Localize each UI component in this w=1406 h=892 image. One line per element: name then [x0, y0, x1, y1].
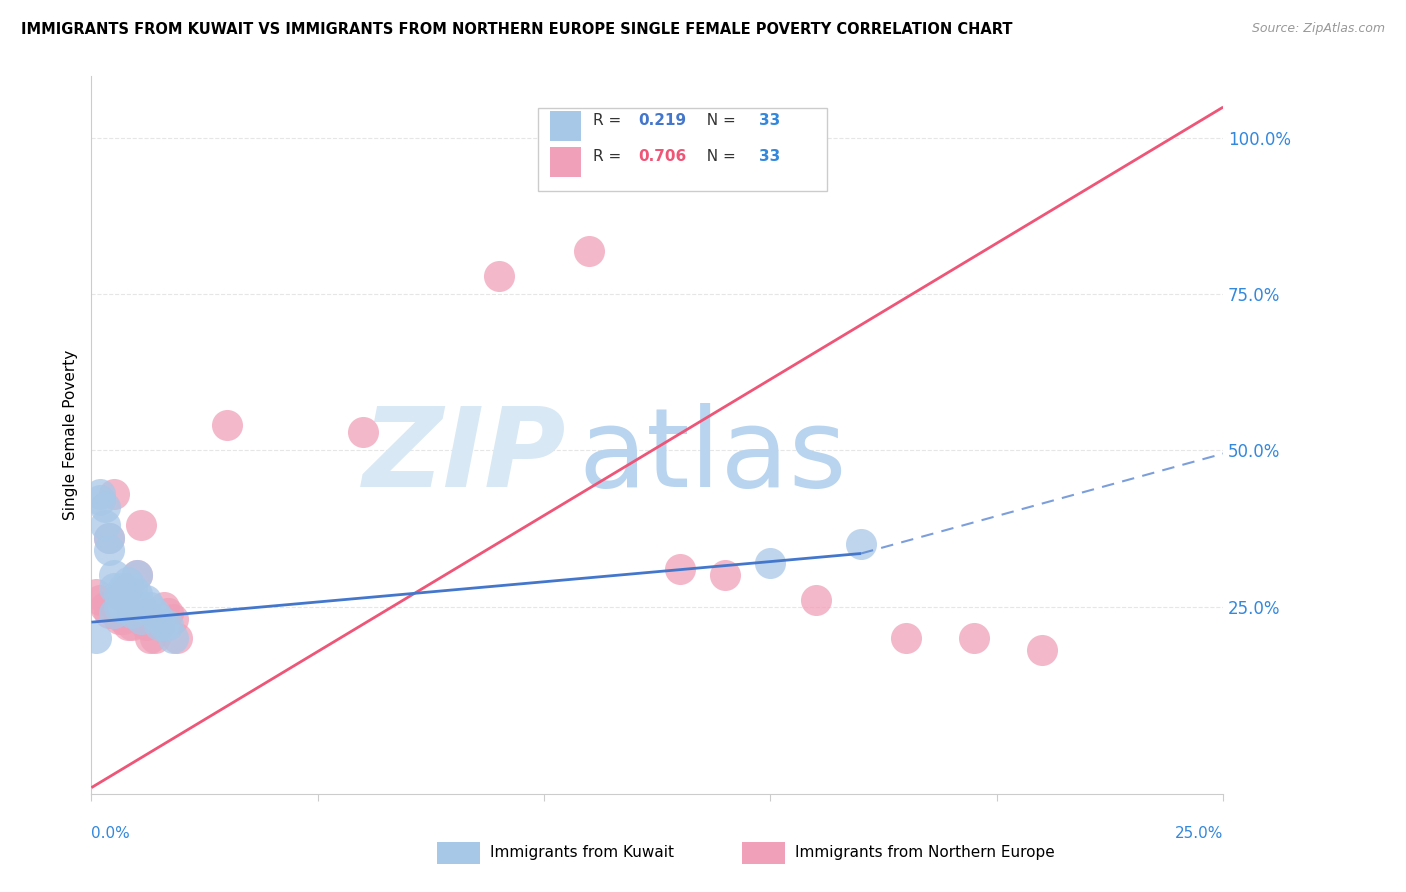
Point [849, 537, 872, 551]
Point [139, 631, 162, 645]
Point [148, 618, 170, 632]
Point [117, 618, 139, 632]
Point [103, 581, 125, 595]
Point [112, 599, 135, 614]
Point [129, 599, 152, 614]
Point [963, 631, 986, 645]
FancyBboxPatch shape [437, 842, 479, 863]
Point [98, 531, 121, 545]
Point [135, 618, 157, 632]
Text: N =: N = [697, 113, 741, 128]
Point [117, 593, 139, 607]
Point [148, 612, 170, 626]
Point [162, 631, 184, 645]
Point [153, 618, 176, 632]
Point [153, 599, 176, 614]
Point [135, 606, 157, 620]
Point [804, 593, 827, 607]
Point [89, 487, 111, 501]
Point [1031, 643, 1053, 657]
Point [112, 581, 135, 595]
Text: 33: 33 [759, 113, 780, 128]
Point [94, 599, 117, 614]
Text: Immigrants from Northern Europe: Immigrants from Northern Europe [796, 846, 1054, 860]
Point [94, 500, 117, 514]
Point [125, 587, 148, 601]
Point [143, 606, 166, 620]
Text: 0.219: 0.219 [638, 113, 686, 128]
Point [107, 599, 129, 614]
Text: 25.0%: 25.0% [1175, 826, 1223, 841]
Point [217, 418, 239, 433]
Point [352, 425, 374, 439]
Point [121, 618, 143, 632]
Point [89, 593, 111, 607]
Point [578, 244, 600, 258]
Y-axis label: Single Female Poverty: Single Female Poverty [62, 350, 77, 520]
Text: atlas: atlas [578, 403, 846, 510]
Point [84, 587, 107, 601]
Point [98, 531, 121, 545]
Point [98, 606, 121, 620]
Text: Source: ZipAtlas.com: Source: ZipAtlas.com [1251, 22, 1385, 36]
Point [125, 568, 148, 582]
Text: ZIP: ZIP [363, 403, 567, 510]
Point [117, 581, 139, 595]
Point [129, 612, 152, 626]
Point [669, 562, 692, 576]
FancyBboxPatch shape [742, 842, 785, 863]
Point [896, 631, 918, 645]
Point [139, 599, 162, 614]
Text: 33: 33 [759, 149, 780, 164]
Point [143, 631, 166, 645]
FancyBboxPatch shape [550, 147, 582, 178]
Point [112, 587, 135, 601]
Point [112, 612, 135, 626]
Text: IMMIGRANTS FROM KUWAIT VS IMMIGRANTS FROM NORTHERN EUROPE SINGLE FEMALE POVERTY : IMMIGRANTS FROM KUWAIT VS IMMIGRANTS FRO… [21, 22, 1012, 37]
Point [125, 568, 148, 582]
Point [107, 587, 129, 601]
Point [98, 543, 121, 558]
Text: N =: N = [697, 149, 741, 164]
Point [166, 631, 188, 645]
Point [129, 518, 152, 533]
FancyBboxPatch shape [538, 108, 827, 191]
Point [157, 618, 180, 632]
Text: 0.0%: 0.0% [91, 826, 131, 841]
Point [94, 518, 117, 533]
Point [117, 574, 139, 589]
FancyBboxPatch shape [550, 111, 582, 141]
Text: R =: R = [593, 113, 626, 128]
Point [121, 606, 143, 620]
Point [162, 612, 184, 626]
Point [759, 556, 782, 570]
Point [148, 612, 170, 626]
Text: Immigrants from Kuwait: Immigrants from Kuwait [489, 846, 673, 860]
Point [488, 268, 510, 283]
Point [112, 587, 135, 601]
Point [103, 487, 125, 501]
Point [103, 606, 125, 620]
Point [157, 606, 180, 620]
Text: R =: R = [593, 149, 626, 164]
Point [89, 493, 111, 508]
Point [84, 631, 107, 645]
Point [714, 568, 737, 582]
Text: 0.706: 0.706 [638, 149, 686, 164]
Point [121, 581, 143, 595]
Point [135, 593, 157, 607]
Point [107, 612, 129, 626]
Point [103, 568, 125, 582]
